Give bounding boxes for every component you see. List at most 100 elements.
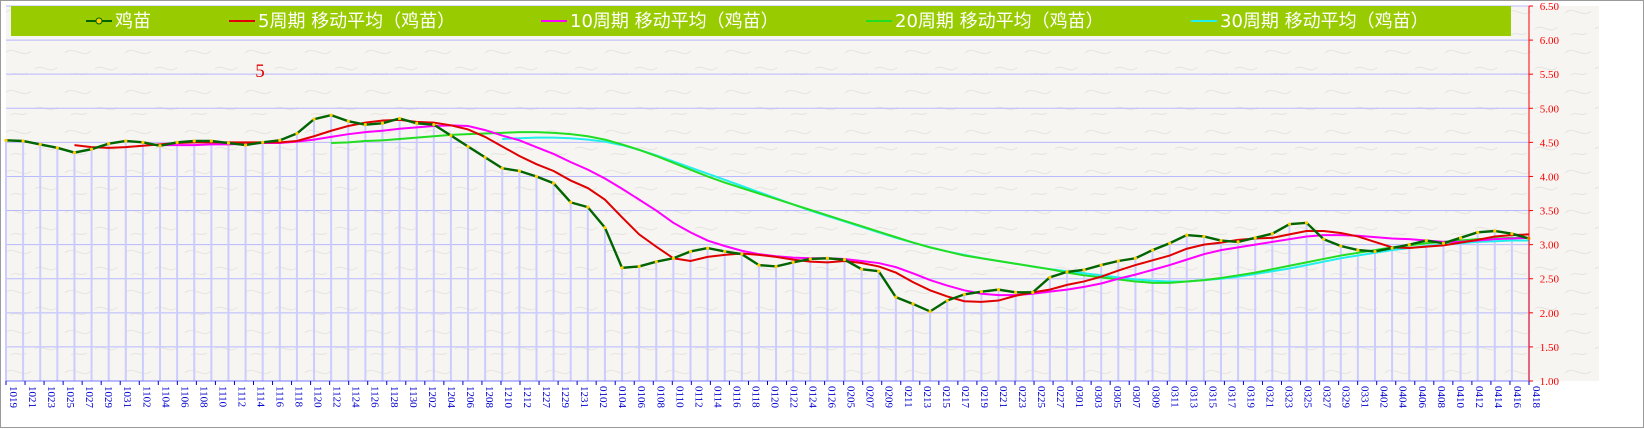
price-point [877,269,881,273]
y-axis-right: 1.00 1.50 2.00 2.50 3.00 3.50 4.00 4.50 5.00 5.50… [1528,1,1560,388]
legend: 鸡苗 5周期 移动平均（鸡苗） 10周期 移动平均（鸡苗） 20周期 移动平均（鸡苗）… [11,6,1511,36]
price-point [928,309,932,314]
x-tick-label: 1231 [578,386,590,408]
x-tick-label: 0329 [1340,386,1352,409]
price-point [107,142,111,146]
x-tick-label: 0215 [940,386,952,409]
x-tick-label: 0315 [1206,386,1218,409]
x-tick-label: 0118 [749,386,761,408]
price-point [1048,275,1052,279]
series-line-0 [5,113,1530,313]
x-tick-label: 1204 [445,386,457,409]
price-point [329,113,333,117]
x-tick-label: 0227 [1054,386,1066,409]
x-tick-label: 0207 [864,386,876,409]
x-tick-label: 0219 [978,386,990,409]
price-point [1356,248,1360,252]
price-point [261,140,265,144]
price-point [962,292,966,297]
x-tick-label: 0305 [1111,386,1123,409]
x-tick-label: 0402 [1378,386,1390,408]
price-point [1219,238,1223,243]
price-point [141,140,145,144]
x-tick-label: 0217 [959,386,971,409]
price-point [774,264,778,269]
x-tick-label: 1229 [559,386,571,409]
price-point [894,295,898,299]
price-point [1287,222,1292,226]
price-point [671,256,675,260]
price-point [1236,240,1240,244]
price-point [534,174,539,179]
price-point [38,142,42,147]
x-tick-label: 0108 [654,386,666,409]
price-point [483,155,487,159]
x-tick-label: 0309 [1149,386,1161,409]
x-tick-label: 1124 [350,386,362,408]
price-point [825,256,829,260]
price-point [4,138,8,142]
price-point [1185,233,1189,237]
price-point [1150,248,1155,252]
x-tick-label: 0116 [730,386,742,408]
x-tick-label: 0126 [826,386,838,409]
price-point [637,264,641,269]
x-tick-label: 1120 [312,386,324,408]
price-point [415,121,419,125]
y-tick-label: 1.00 [1540,376,1560,388]
price-point [209,139,213,143]
price-point [363,123,367,127]
x-tick-label: 1023 [45,386,57,409]
price-point [89,147,94,151]
price-point [55,146,59,150]
legend-background [11,6,1511,36]
price-point [551,181,556,185]
y-tick-label: 2.00 [1540,308,1560,320]
price-point [346,119,350,123]
x-tick-label: 0313 [1187,386,1199,409]
y-tick-label: 6.00 [1540,35,1560,47]
x-tick-label: 0331 [1359,386,1371,408]
price-point [1116,259,1120,263]
x-tick-label: 0418 [1530,386,1542,409]
price-point [1339,244,1343,248]
price-point [1133,256,1138,260]
price-point [1458,236,1463,240]
x-tick-label: 1025 [64,386,76,409]
x-tick-label: 0106 [635,386,647,409]
price-point [1510,232,1514,236]
x-tick-label: 1110 [216,386,228,408]
x-tick-label: 0414 [1492,386,1504,409]
x-tick-label: 1118 [293,386,305,408]
x-tick-label: 0408 [1435,386,1447,409]
price-point [620,266,624,270]
x-tick-label: 0124 [807,386,819,409]
price-point [192,139,196,143]
x-tick-label: 0104 [616,386,628,409]
x-tick-label: 1104 [159,386,171,408]
x-tick-label: 0412 [1473,386,1485,408]
x-tick-label: 0211 [902,386,914,408]
price-point [1476,230,1480,234]
x-tick-label: 1212 [521,386,533,408]
price-point [1270,232,1274,236]
price-point [996,288,1001,292]
x-tick-label: 0321 [1263,386,1275,408]
volume-bars [5,115,1530,381]
price-point [432,123,436,127]
x-tick-label: 1206 [464,386,476,409]
x-tick-label: 0120 [769,386,781,409]
x-tick-label: 1126 [369,386,381,408]
x-tick-label: 0323 [1283,386,1295,409]
legend-label-0: 鸡苗 [115,11,151,32]
x-tick-label: 1130 [407,386,419,408]
price-point [706,246,710,250]
price-point [380,121,385,125]
price-point [175,140,179,144]
legend-label-1: 5周期 移动平均（鸡苗） [258,11,455,32]
price-point [500,166,504,170]
price-point [1014,290,1018,294]
price-point [1441,241,1446,245]
